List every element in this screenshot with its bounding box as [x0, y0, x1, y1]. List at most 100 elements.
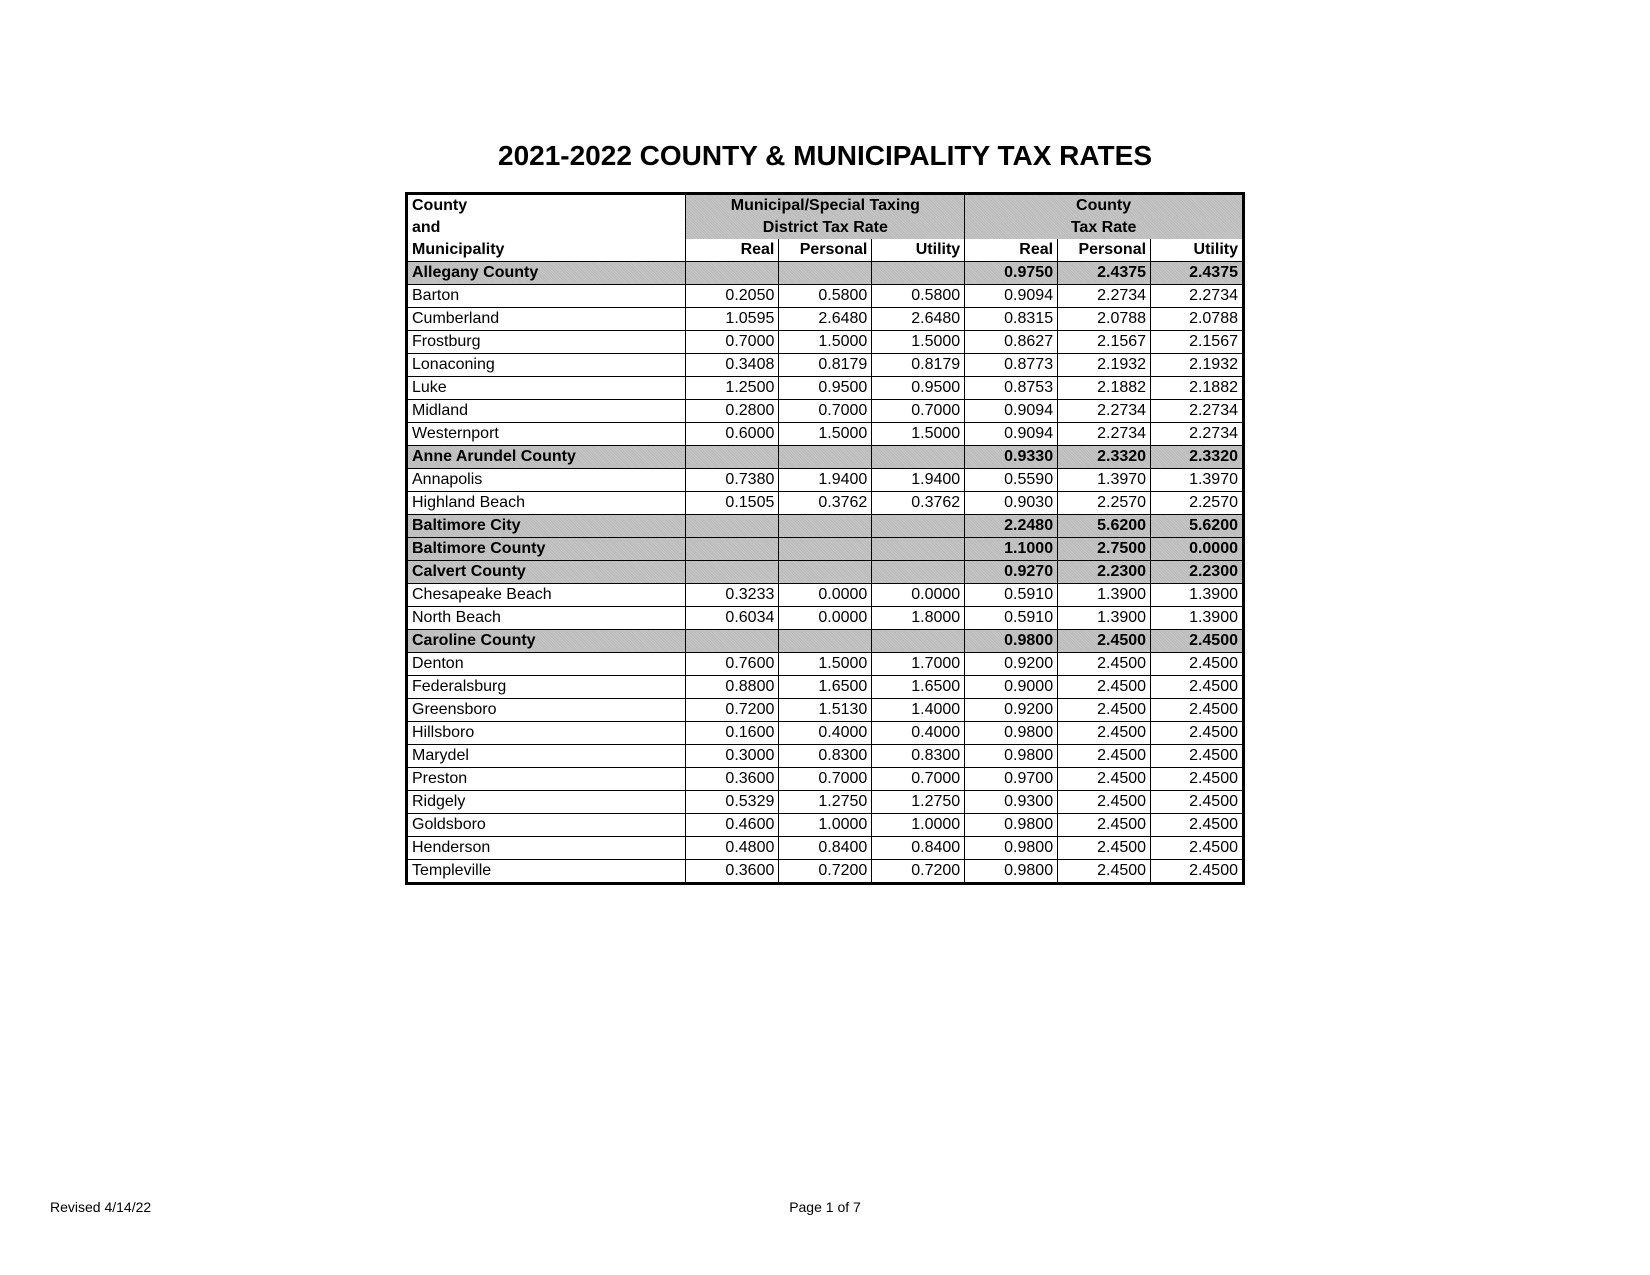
cell-c-real: 0.9200	[965, 699, 1058, 722]
header-c-real: Real	[965, 239, 1058, 262]
cell-m-utility: 0.8400	[872, 837, 965, 860]
cell-c-utility: 2.2734	[1151, 285, 1244, 308]
cell-c-real: 0.9800	[965, 814, 1058, 837]
header-group-county: County	[965, 194, 1244, 218]
cell-c-utility: 2.1567	[1151, 331, 1244, 354]
cell-c-personal: 2.1882	[1058, 377, 1151, 400]
cell-c-personal: 5.6200	[1058, 515, 1151, 538]
cell-m-personal	[779, 446, 872, 469]
cell-c-utility: 2.4500	[1151, 699, 1244, 722]
cell-c-real: 0.5910	[965, 607, 1058, 630]
table-row: Baltimore City2.24805.62005.6200	[407, 515, 1244, 538]
cell-c-personal: 2.4500	[1058, 814, 1151, 837]
footer-revised: Revised 4/14/22	[50, 1199, 151, 1215]
cell-name: Anne Arundel County	[407, 446, 686, 469]
cell-name: Federalsburg	[407, 676, 686, 699]
cell-m-utility: 1.5000	[872, 423, 965, 446]
cell-m-personal: 1.6500	[779, 676, 872, 699]
cell-name: Marydel	[407, 745, 686, 768]
cell-c-real: 0.5590	[965, 469, 1058, 492]
cell-m-real	[686, 262, 779, 285]
cell-c-real: 0.9300	[965, 791, 1058, 814]
cell-c-personal: 2.4500	[1058, 699, 1151, 722]
cell-c-personal: 2.4500	[1058, 676, 1151, 699]
cell-m-personal: 0.8179	[779, 354, 872, 377]
footer-page: Page 1 of 7	[789, 1199, 861, 1215]
table-row: Highland Beach0.15050.37620.37620.90302.…	[407, 492, 1244, 515]
page-title: 2021-2022 COUNTY & MUNICIPALITY TAX RATE…	[220, 140, 1430, 172]
cell-c-real: 0.9330	[965, 446, 1058, 469]
cell-c-personal: 2.4500	[1058, 837, 1151, 860]
cell-m-utility: 0.0000	[872, 584, 965, 607]
cell-m-utility: 0.7000	[872, 400, 965, 423]
cell-m-utility: 0.4000	[872, 722, 965, 745]
cell-m-utility	[872, 446, 965, 469]
cell-m-real	[686, 561, 779, 584]
cell-c-personal: 1.3970	[1058, 469, 1151, 492]
cell-c-real: 0.9800	[965, 837, 1058, 860]
cell-m-real	[686, 538, 779, 561]
cell-c-personal: 2.1932	[1058, 354, 1151, 377]
cell-name: Barton	[407, 285, 686, 308]
table-row: Ridgely0.53291.27501.27500.93002.45002.4…	[407, 791, 1244, 814]
cell-m-personal: 0.4000	[779, 722, 872, 745]
cell-c-real: 0.9700	[965, 768, 1058, 791]
cell-m-personal	[779, 262, 872, 285]
cell-c-real: 0.9094	[965, 400, 1058, 423]
cell-c-utility: 2.4500	[1151, 676, 1244, 699]
cell-m-real: 0.2050	[686, 285, 779, 308]
cell-c-utility: 2.1882	[1151, 377, 1244, 400]
table-row: Greensboro0.72001.51301.40000.92002.4500…	[407, 699, 1244, 722]
cell-m-personal: 1.5130	[779, 699, 872, 722]
cell-c-utility: 2.4500	[1151, 860, 1244, 884]
table-row: Caroline County0.98002.45002.4500	[407, 630, 1244, 653]
cell-m-utility: 1.6500	[872, 676, 965, 699]
table-row: Westernport0.60001.50001.50000.90942.273…	[407, 423, 1244, 446]
cell-c-personal: 2.2734	[1058, 285, 1151, 308]
cell-name: Greensboro	[407, 699, 686, 722]
cell-c-personal: 2.3320	[1058, 446, 1151, 469]
cell-m-personal: 1.9400	[779, 469, 872, 492]
cell-m-utility: 0.7000	[872, 768, 965, 791]
header-c-personal: Personal	[1058, 239, 1151, 262]
cell-m-personal: 0.5800	[779, 285, 872, 308]
cell-name: Midland	[407, 400, 686, 423]
cell-c-personal: 2.2734	[1058, 400, 1151, 423]
cell-m-real: 0.3000	[686, 745, 779, 768]
table-row: Barton0.20500.58000.58000.90942.27342.27…	[407, 285, 1244, 308]
tax-rates-table: County Municipal/Special Taxing County a…	[405, 192, 1245, 885]
cell-c-utility: 2.4500	[1151, 745, 1244, 768]
cell-name: Chesapeake Beach	[407, 584, 686, 607]
cell-c-utility: 2.2734	[1151, 400, 1244, 423]
cell-c-personal: 2.2570	[1058, 492, 1151, 515]
cell-m-personal	[779, 561, 872, 584]
cell-m-real: 0.3408	[686, 354, 779, 377]
cell-m-real	[686, 446, 779, 469]
cell-c-personal: 2.2734	[1058, 423, 1151, 446]
cell-c-utility: 2.4500	[1151, 722, 1244, 745]
cell-c-real: 0.8315	[965, 308, 1058, 331]
header-group-county-line2: Tax Rate	[965, 217, 1244, 239]
cell-name: North Beach	[407, 607, 686, 630]
cell-c-utility: 2.1932	[1151, 354, 1244, 377]
cell-name: Henderson	[407, 837, 686, 860]
cell-name: Frostburg	[407, 331, 686, 354]
cell-name: Calvert County	[407, 561, 686, 584]
cell-c-personal: 2.4500	[1058, 768, 1151, 791]
cell-m-utility	[872, 538, 965, 561]
cell-name: Hillsboro	[407, 722, 686, 745]
cell-c-real: 0.9750	[965, 262, 1058, 285]
cell-name: Templeville	[407, 860, 686, 884]
cell-m-personal: 0.0000	[779, 584, 872, 607]
cell-m-utility: 0.8179	[872, 354, 965, 377]
cell-c-real: 0.9200	[965, 653, 1058, 676]
cell-c-personal: 2.4500	[1058, 653, 1151, 676]
cell-m-real: 0.7000	[686, 331, 779, 354]
cell-m-personal: 0.7000	[779, 768, 872, 791]
cell-m-real: 0.7380	[686, 469, 779, 492]
table-row: North Beach0.60340.00001.80000.59101.390…	[407, 607, 1244, 630]
cell-name: Allegany County	[407, 262, 686, 285]
header-group-municipal: Municipal/Special Taxing	[686, 194, 965, 218]
cell-name: Caroline County	[407, 630, 686, 653]
cell-m-personal: 2.6480	[779, 308, 872, 331]
